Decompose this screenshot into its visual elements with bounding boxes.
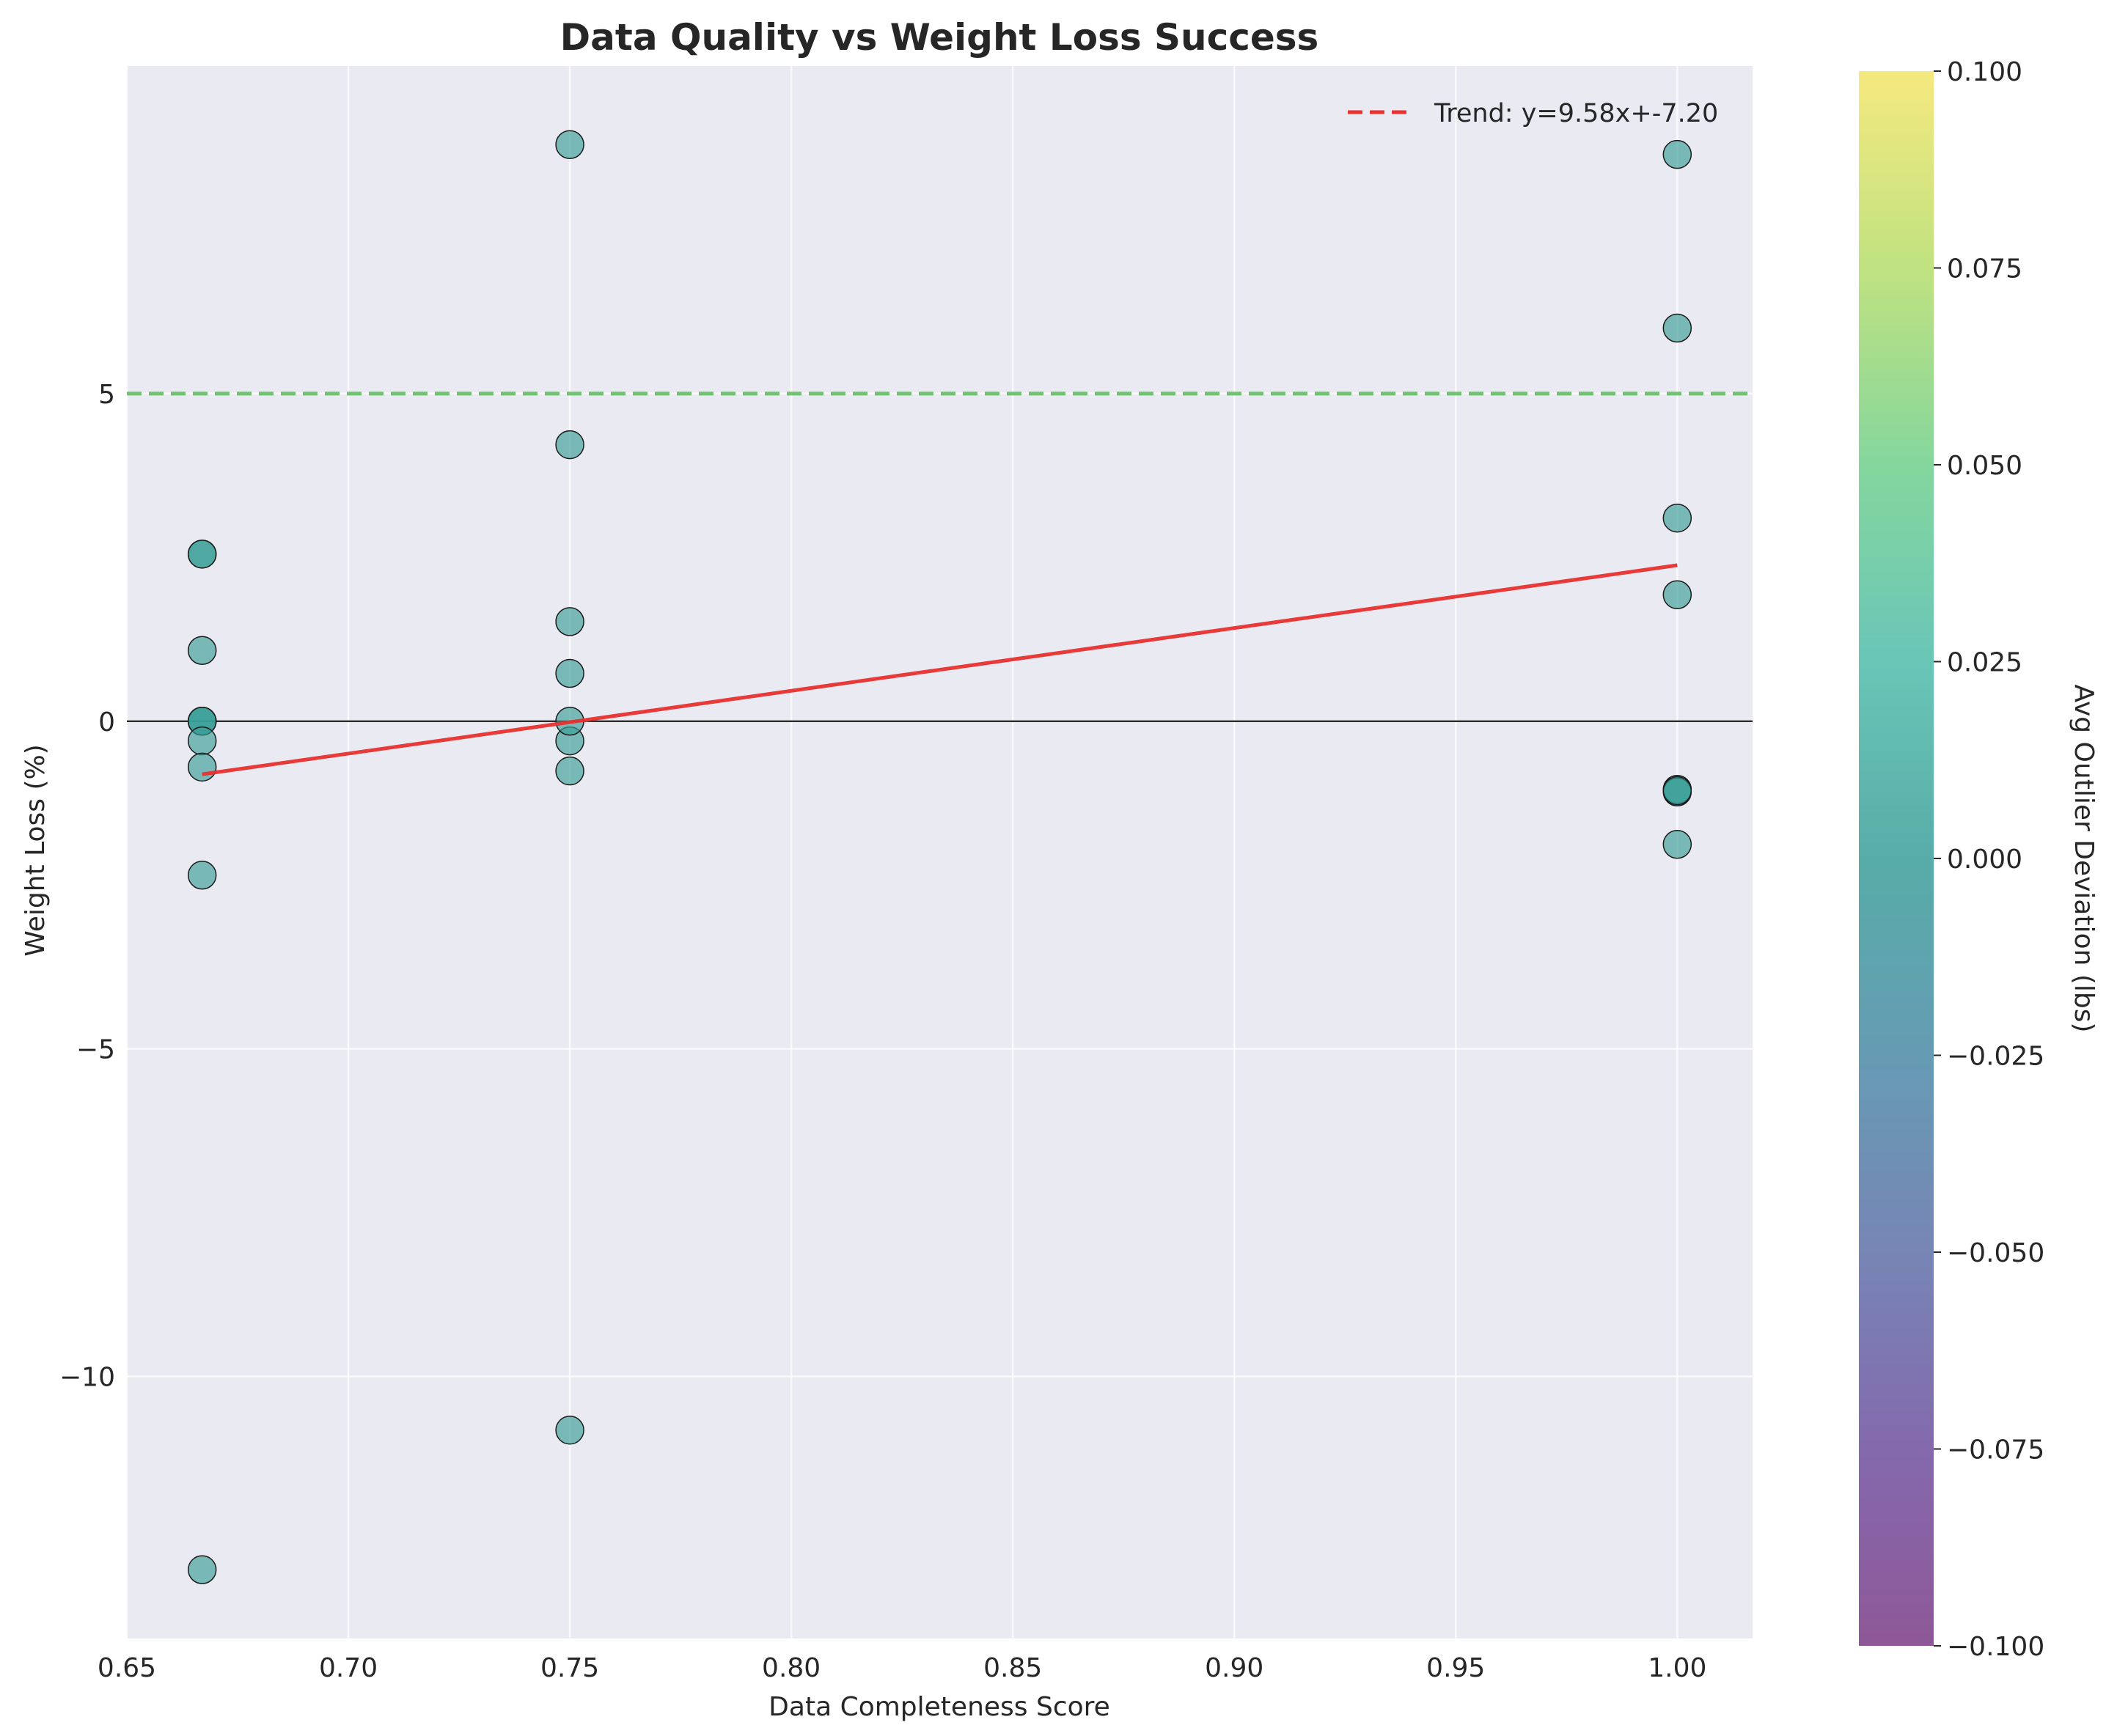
scatter-point xyxy=(555,1416,584,1445)
scatter-point xyxy=(187,1555,217,1584)
scatter-point xyxy=(187,540,217,569)
legend: Trend: y=9.58x+-7.20 xyxy=(1348,99,1718,128)
colorbar-label: Avg Outlier Deviation (lbs) xyxy=(2069,684,2099,1032)
scatter-point xyxy=(1662,830,1692,859)
colorbar-tick-label: 0.100 xyxy=(1947,57,2022,87)
x-tick-label: 0.70 xyxy=(319,1653,378,1683)
x-tick-label: 0.85 xyxy=(983,1653,1042,1683)
y-tick-labels: −10 −5 0 5 xyxy=(59,380,115,1393)
scatter-point xyxy=(187,636,217,665)
scatter-point xyxy=(1662,313,1692,343)
colorbar-tick-label: 0.000 xyxy=(1947,845,2022,875)
plot-area xyxy=(127,66,1753,1638)
colorbar-tick-label: −0.075 xyxy=(1947,1435,2044,1465)
scatter-points xyxy=(187,130,1692,1584)
x-tick-label: 0.75 xyxy=(540,1653,599,1683)
colorbar-ticks: 0.100 0.075 0.050 0.025 0.000 −0.025 −0.050 −0.… xyxy=(1934,57,2044,1662)
scatter-point xyxy=(555,607,584,636)
chart-title: Data Quality vs Weight Loss Success xyxy=(560,16,1319,59)
colorbar-tick-label: −0.100 xyxy=(1947,1632,2044,1662)
colorbar: 0.100 0.075 0.050 0.025 0.000 −0.025 −0.050 −0.… xyxy=(1859,57,2099,1662)
y-tick-label: 0 xyxy=(98,707,115,738)
scatter-point xyxy=(187,752,217,782)
x-tick-label: 0.80 xyxy=(762,1653,821,1683)
y-tick-label: 5 xyxy=(98,380,115,410)
colorbar-tick-label: 0.050 xyxy=(1947,451,2022,481)
scatter-point xyxy=(555,430,584,460)
y-tick-label: −5 xyxy=(76,1035,115,1065)
x-tick-label: 0.95 xyxy=(1426,1653,1485,1683)
reference-lines xyxy=(127,391,1753,722)
colorbar-tick-label: −0.025 xyxy=(1947,1042,2044,1072)
x-tick-labels: 0.65 0.70 0.75 0.80 0.85 0.90 0.95 1.00 xyxy=(98,1653,1706,1683)
trend-line xyxy=(202,563,1678,776)
colorbar-tick-label: −0.050 xyxy=(1947,1238,2044,1268)
y-axis-label: Weight Loss (%) xyxy=(21,744,51,957)
scatter-point xyxy=(555,130,584,159)
x-tick-label: 1.00 xyxy=(1648,1653,1706,1683)
scatter-point xyxy=(555,658,584,688)
colorbar-tick-label: 0.025 xyxy=(1947,648,2022,678)
legend-entry-trend: Trend: y=9.58x+-7.20 xyxy=(1434,99,1718,128)
x-tick-label: 0.90 xyxy=(1205,1653,1263,1683)
colorbar-tick-label: 0.075 xyxy=(1947,254,2022,284)
scatter-point xyxy=(1662,580,1692,610)
trend-line-group xyxy=(202,563,1678,776)
y-tick-label: −10 xyxy=(59,1363,115,1393)
scatter-point xyxy=(555,756,584,786)
scatter-point xyxy=(1662,503,1692,533)
x-axis-label: Data Completeness Score xyxy=(768,1692,1110,1722)
scatter-point xyxy=(1662,776,1692,806)
scatter-point xyxy=(1662,139,1692,169)
colorbar-bar xyxy=(1859,71,1934,1646)
scatter-point xyxy=(187,726,217,756)
x-tick-label: 0.65 xyxy=(98,1653,156,1683)
scatter-point xyxy=(187,861,217,890)
